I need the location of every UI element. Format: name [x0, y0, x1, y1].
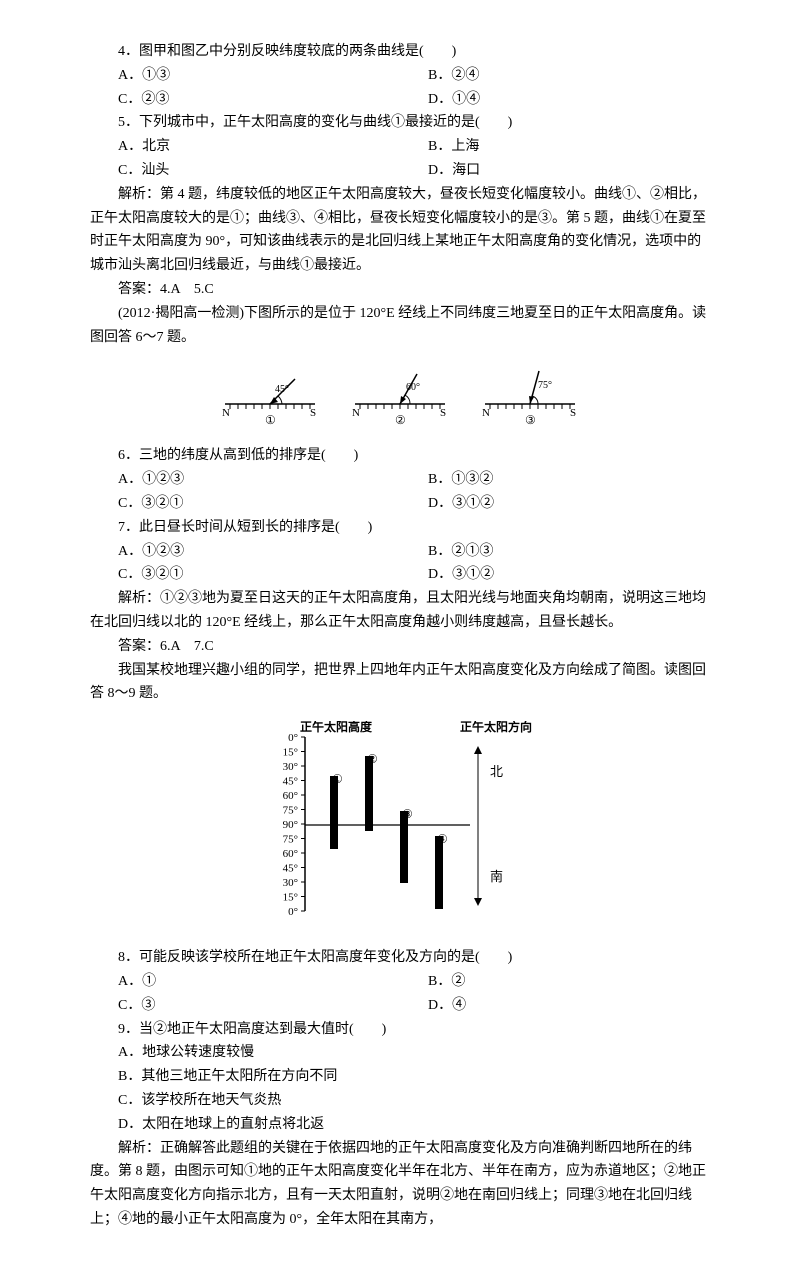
sun-diagram-1: 45° N S ① [220, 364, 320, 429]
q5-text: 5．下列城市中，正午太阳高度的变化与曲线①最接近的是( ) [90, 111, 710, 135]
q5-optC: C．汕头 [90, 159, 400, 183]
q7-optA: A．①②③ [90, 540, 400, 564]
q7-optB: B．②①③ [400, 540, 710, 564]
svg-text:S: S [310, 407, 316, 419]
sun-diagram-3: 75° N S ③ [480, 364, 580, 429]
svg-text:30°: 30° [283, 877, 298, 889]
svg-text:北: 北 [490, 764, 503, 779]
svg-text:④: ④ [437, 832, 448, 846]
q4-optC: C．②③ [90, 88, 400, 112]
svg-text:45°: 45° [283, 863, 298, 875]
svg-text:S: S [440, 407, 446, 419]
svg-text:正午太阳方向: 正午太阳方向 [460, 721, 532, 734]
q8-optC: C．③ [90, 994, 400, 1018]
svg-text:③: ③ [402, 807, 413, 821]
svg-text:45°: 45° [283, 776, 298, 788]
q6-optD: D．③①② [400, 492, 710, 516]
svg-text:N: N [222, 407, 230, 419]
q9-optA: A．地球公转速度较慢 [90, 1041, 710, 1065]
answer-67: 答案：6.A 7.C [90, 635, 710, 659]
q8-text: 8．可能反映该学校所在地正午太阳高度年变化及方向的是( ) [90, 946, 710, 970]
q5-optB: B．上海 [400, 135, 710, 159]
q8-optD: D．④ [400, 994, 710, 1018]
answer-45: 答案：4.A 5.C [90, 278, 710, 302]
q6-text: 6．三地的纬度从高到低的排序是( ) [90, 444, 710, 468]
q7-optD: D．③①② [400, 563, 710, 587]
q6-intro: (2012·揭阳高一检测)下图所示的是位于 120°E 经线上不同纬度三地夏至日… [90, 302, 710, 350]
svg-text:30°: 30° [283, 761, 298, 773]
q9-optD: D．太阳在地球上的直射点将北返 [90, 1113, 710, 1137]
svg-text:15°: 15° [283, 892, 298, 904]
svg-text:0°: 0° [288, 732, 298, 744]
svg-text:0°: 0° [288, 906, 298, 918]
q4-optB: B．②④ [400, 64, 710, 88]
q5-optA: A．北京 [90, 135, 400, 159]
svg-text:75°: 75° [283, 834, 298, 846]
q9-text: 9．当②地正午太阳高度达到最大值时( ) [90, 1018, 710, 1042]
q6-optB: B．①③② [400, 468, 710, 492]
svg-text:①: ① [332, 772, 343, 786]
svg-text:②: ② [367, 752, 378, 766]
q9-optB: B．其他三地正午太阳所在方向不同 [90, 1065, 710, 1089]
q6-optC: C．③②① [90, 492, 400, 516]
svg-text:15°: 15° [283, 747, 298, 759]
svg-text:①: ① [265, 413, 276, 427]
q4-text: 4．图甲和图乙中分别反映纬度较底的两条曲线是( ) [90, 40, 710, 64]
explanation-45: 解析：第 4 题，纬度较低的地区正午太阳高度较大，昼夜长短变化幅度较小。曲线①、… [90, 183, 710, 278]
explanation-67: 解析：①②③地为夏至日这天的正午太阳高度角，且太阳光线与地面夹角均朝南，说明这三… [90, 587, 710, 635]
q4-optA: A．①③ [90, 64, 400, 88]
sun-angle-diagram: 45° N S ① 60° N S ② [90, 364, 710, 429]
svg-text:②: ② [395, 413, 406, 427]
svg-text:N: N [352, 407, 360, 419]
svg-text:60°: 60° [283, 790, 298, 802]
svg-text:正午太阳高度: 正午太阳高度 [300, 721, 373, 734]
q8-optB: B．② [400, 970, 710, 994]
svg-text:60°: 60° [283, 848, 298, 860]
svg-text:N: N [482, 407, 490, 419]
altitude-chart: 正午太阳高度 正午太阳方向 0° 15° 30° 45° 60° 75° 90° 75° 60° 45… [90, 721, 710, 931]
svg-text:75°: 75° [538, 380, 552, 391]
q4-optD: D．①④ [400, 88, 710, 112]
q7-optC: C．③②① [90, 563, 400, 587]
sun-diagram-2: 60° N S ② [350, 364, 450, 429]
svg-text:S: S [570, 407, 576, 419]
svg-text:45°: 45° [275, 384, 289, 395]
explanation-89: 解析：正确解答此题组的关键在于依据四地的正午太阳高度变化及方向准确判断四地所在的… [90, 1137, 710, 1232]
svg-text:60°: 60° [406, 382, 420, 393]
q5-optD: D．海口 [400, 159, 710, 183]
q7-text: 7．此日昼长时间从短到长的排序是( ) [90, 516, 710, 540]
svg-text:南: 南 [490, 869, 503, 884]
q8-intro: 我国某校地理兴趣小组的同学，把世界上四地年内正午太阳高度变化及方向绘成了简图。读… [90, 659, 710, 707]
q8-optA: A．① [90, 970, 400, 994]
svg-text:③: ③ [525, 413, 536, 427]
svg-text:75°: 75° [283, 805, 298, 817]
q9-optC: C．该学校所在地天气炎热 [90, 1089, 710, 1113]
svg-text:90°: 90° [283, 819, 298, 831]
q6-optA: A．①②③ [90, 468, 400, 492]
